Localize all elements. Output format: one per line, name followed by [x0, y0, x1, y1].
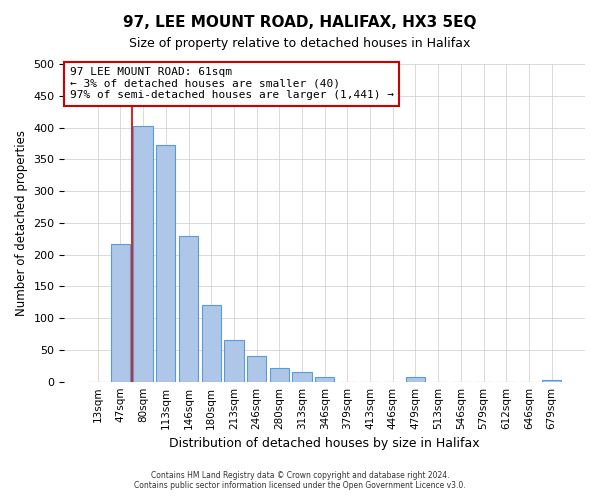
- Text: 97 LEE MOUNT ROAD: 61sqm
← 3% of detached houses are smaller (40)
97% of semi-de: 97 LEE MOUNT ROAD: 61sqm ← 3% of detache…: [70, 67, 394, 100]
- Y-axis label: Number of detached properties: Number of detached properties: [15, 130, 28, 316]
- Bar: [156, 144, 175, 382]
- Bar: [202, 306, 221, 382]
- Bar: [315, 377, 334, 382]
- Text: Size of property relative to detached houses in Halifax: Size of property relative to detached ho…: [130, 38, 470, 51]
- Bar: [133, 126, 153, 382]
- Bar: [542, 380, 562, 382]
- Text: 97, LEE MOUNT ROAD, HALIFAX, HX3 5EQ: 97, LEE MOUNT ROAD, HALIFAX, HX3 5EQ: [123, 15, 477, 30]
- Bar: [224, 340, 244, 382]
- Bar: [179, 236, 198, 382]
- X-axis label: Distribution of detached houses by size in Halifax: Distribution of detached houses by size …: [169, 437, 480, 450]
- Bar: [406, 376, 425, 382]
- Bar: [292, 372, 311, 382]
- Bar: [269, 368, 289, 382]
- Bar: [111, 244, 130, 382]
- Bar: [247, 356, 266, 382]
- Text: Contains HM Land Registry data © Crown copyright and database right 2024.
Contai: Contains HM Land Registry data © Crown c…: [134, 470, 466, 490]
